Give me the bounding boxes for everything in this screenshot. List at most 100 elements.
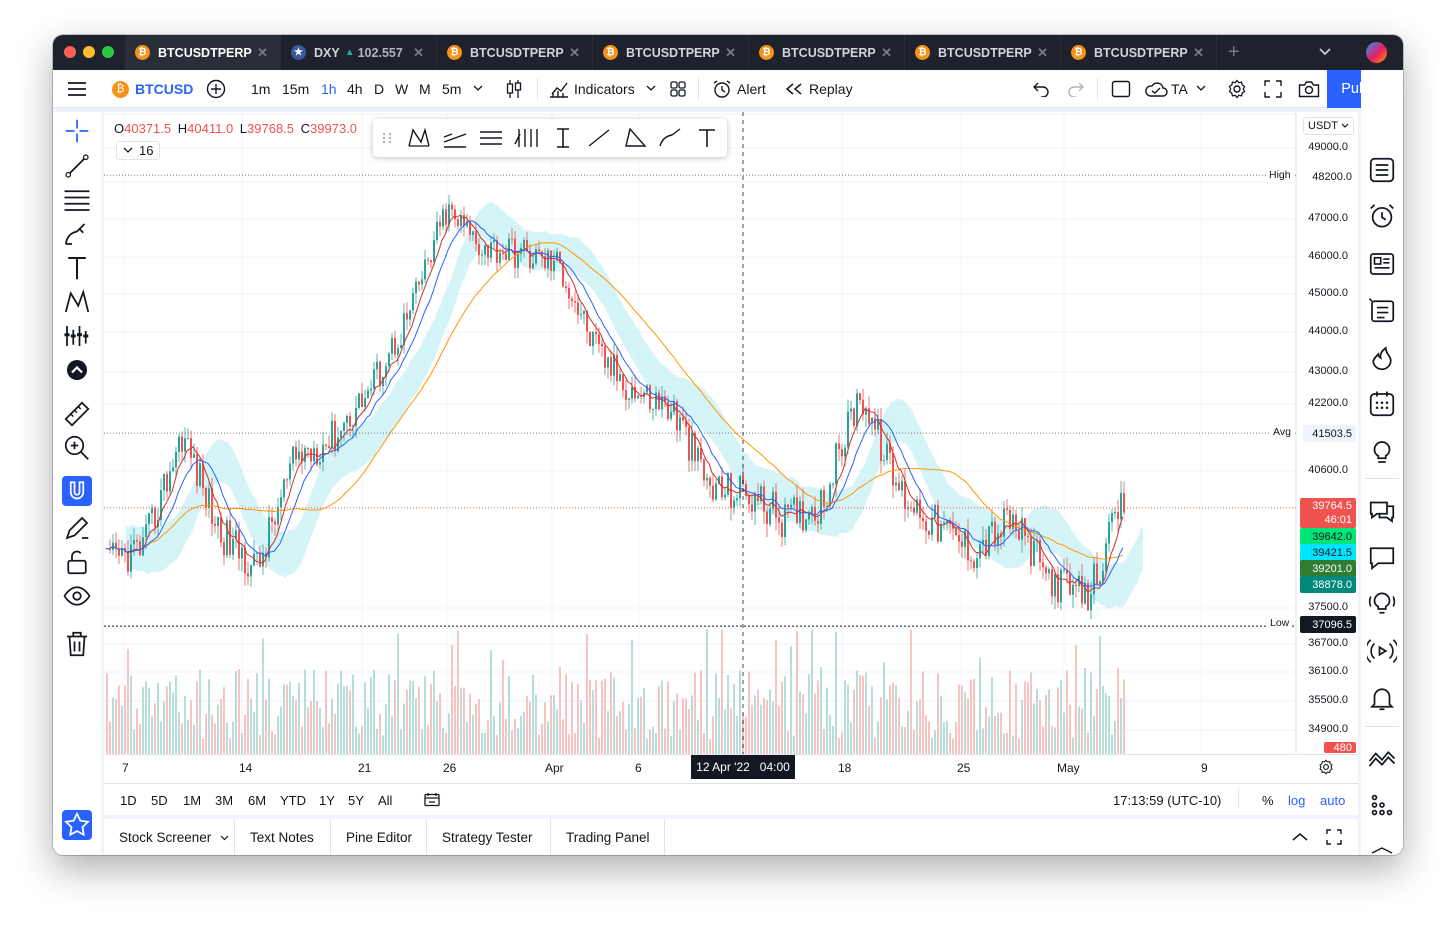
watchlist-icon[interactable] <box>1367 155 1397 185</box>
chart-tab[interactable]: ₿ BTCUSDTPERP ✕ <box>593 35 749 70</box>
interval-w[interactable]: W <box>395 81 409 97</box>
tab-trading-panel[interactable]: Trading Panel <box>551 819 665 855</box>
alert-button[interactable]: Alert <box>712 70 766 108</box>
message-icon[interactable] <box>1367 542 1397 572</box>
price-chart[interactable] <box>104 112 1358 815</box>
line-icon[interactable] <box>581 124 617 152</box>
new-tab-button[interactable]: + <box>1228 41 1240 63</box>
minimize-window-button[interactable] <box>83 46 95 58</box>
trend-line-icon[interactable] <box>62 151 92 181</box>
pattern-icon[interactable] <box>62 287 92 317</box>
gear-icon[interactable] <box>1227 79 1247 99</box>
text-icon[interactable] <box>689 124 725 152</box>
ruler-icon[interactable] <box>62 399 92 429</box>
prediction-icon[interactable] <box>62 321 92 351</box>
parallel-channel-icon[interactable] <box>437 124 473 152</box>
currency-selector[interactable]: USDT <box>1303 117 1354 135</box>
drag-handle-icon[interactable] <box>381 131 393 145</box>
chevron-down-icon[interactable] <box>646 85 656 93</box>
replay-button[interactable]: Replay <box>785 70 853 108</box>
crosshair-icon[interactable] <box>62 116 92 146</box>
close-tab-icon[interactable]: ✕ <box>413 44 424 60</box>
range-all[interactable]: All <box>378 793 393 808</box>
dom-depth-icon[interactable] <box>1367 790 1397 820</box>
zoom-in-icon[interactable] <box>62 433 92 463</box>
horizontal-lines-icon[interactable] <box>473 124 509 152</box>
alarm-clock-icon[interactable] <box>1367 201 1397 231</box>
chevron-down-icon[interactable] <box>1196 85 1206 93</box>
tab-stock-screener[interactable]: Stock Screener <box>104 819 235 855</box>
trash-icon[interactable] <box>62 629 92 659</box>
chevron-down-icon[interactable] <box>1319 47 1331 57</box>
close-tab-icon[interactable]: ✕ <box>881 44 892 60</box>
range-5y[interactable]: 5Y <box>348 793 364 808</box>
calendar-icon[interactable] <box>1367 389 1397 419</box>
interval-d[interactable]: D <box>374 81 385 97</box>
undo-icon[interactable] <box>1032 81 1050 97</box>
range-3m[interactable]: 3M <box>215 793 234 808</box>
xabcd-pattern-icon[interactable] <box>401 124 437 152</box>
tab-strategy-tester[interactable]: Strategy Tester <box>427 819 551 855</box>
stay-in-drawing-icon[interactable] <box>62 513 92 543</box>
interval-1h[interactable]: 1h <box>321 81 337 97</box>
compare-symbol-icon[interactable] <box>206 79 226 99</box>
range-1y[interactable]: 1Y <box>319 793 335 808</box>
interval-1m[interactable]: 1m <box>251 81 271 97</box>
tab-pine-editor[interactable]: Pine Editor <box>331 819 427 855</box>
close-tab-icon[interactable]: ✕ <box>1193 44 1204 60</box>
chart-tab[interactable]: ₿ BTCUSDTPERP ✕ <box>437 35 593 70</box>
text-tool-icon[interactable] <box>62 253 92 283</box>
avatar[interactable] <box>1366 42 1387 63</box>
close-window-button[interactable] <box>64 46 76 58</box>
range-1d[interactable]: 1D <box>120 793 137 808</box>
chart-tab[interactable]: ₿ BTCUSDTPERP ✕ <box>125 35 281 70</box>
streams-broadcast-icon[interactable] <box>1367 636 1397 666</box>
chart-type-candles-icon[interactable] <box>505 79 523 99</box>
icons-tool-icon[interactable] <box>62 355 92 385</box>
eye-icon[interactable] <box>62 581 92 611</box>
fib-retracement-icon[interactable] <box>62 185 92 215</box>
lightbulb-icon[interactable] <box>1367 437 1397 467</box>
layers-icon[interactable] <box>1367 847 1397 855</box>
indicators-button[interactable]: Indicators <box>549 70 635 108</box>
hotlist-fire-icon[interactable] <box>1367 343 1397 373</box>
chevron-down-icon[interactable] <box>473 85 483 93</box>
ideas-stream-icon[interactable] <box>1367 589 1397 619</box>
menu-icon[interactable] <box>67 81 87 97</box>
camera-icon[interactable] <box>1298 80 1320 98</box>
data-window-icon[interactable] <box>1367 295 1397 325</box>
interval-m[interactable]: M <box>419 81 431 97</box>
chart-tab[interactable]: ★ DXY ▲ 102.557 ✕ <box>281 35 437 70</box>
news-icon[interactable] <box>1367 249 1397 279</box>
time-axis[interactable]: 7 14 21 26 Apr 6 18 25 May 9 12 Apr '22 … <box>104 754 1358 780</box>
auto-scale-toggle[interactable]: auto <box>1320 793 1346 808</box>
brush-icon[interactable] <box>62 219 92 249</box>
close-tab-icon[interactable]: ✕ <box>257 44 268 60</box>
lock-icon[interactable] <box>62 547 92 577</box>
range-1m[interactable]: 1M <box>183 793 202 808</box>
favorites-button[interactable] <box>62 810 92 840</box>
triangle-pattern-icon[interactable] <box>617 124 653 152</box>
layouts-grid-icon[interactable] <box>670 81 686 97</box>
gear-icon[interactable] <box>1318 759 1334 775</box>
redo-icon[interactable] <box>1067 81 1085 97</box>
pen-tool-icon[interactable] <box>653 124 689 152</box>
percent-scale-toggle[interactable]: % <box>1262 793 1274 808</box>
symbol-search-button[interactable]: ₿ BTCUSD <box>112 70 193 108</box>
chart-tab[interactable]: ₿ BTCUSDTPERP ✕ <box>905 35 1061 70</box>
magnet-mode-button[interactable] <box>62 476 92 506</box>
fullscreen-icon[interactable] <box>1264 80 1282 98</box>
maximize-window-button[interactable] <box>102 46 114 58</box>
close-tab-icon[interactable]: ✕ <box>1037 44 1048 60</box>
chat-icon[interactable] <box>1367 495 1397 525</box>
close-tab-icon[interactable]: ✕ <box>569 44 580 60</box>
chart-tab[interactable]: ₿ BTCUSDTPERP ✕ <box>1061 35 1217 70</box>
range-ytd[interactable]: YTD <box>280 793 306 808</box>
clock-time[interactable]: 17:13:59 (UTC-10) <box>1113 793 1222 808</box>
notification-bell-icon[interactable] <box>1367 683 1397 713</box>
calendar-goto-icon[interactable] <box>424 792 440 807</box>
interval-4h[interactable]: 4h <box>347 81 363 97</box>
trading-zigzag-icon[interactable] <box>1367 741 1397 771</box>
ta-cloud-button[interactable]: TA <box>1144 70 1188 108</box>
close-tab-icon[interactable]: ✕ <box>725 44 736 60</box>
